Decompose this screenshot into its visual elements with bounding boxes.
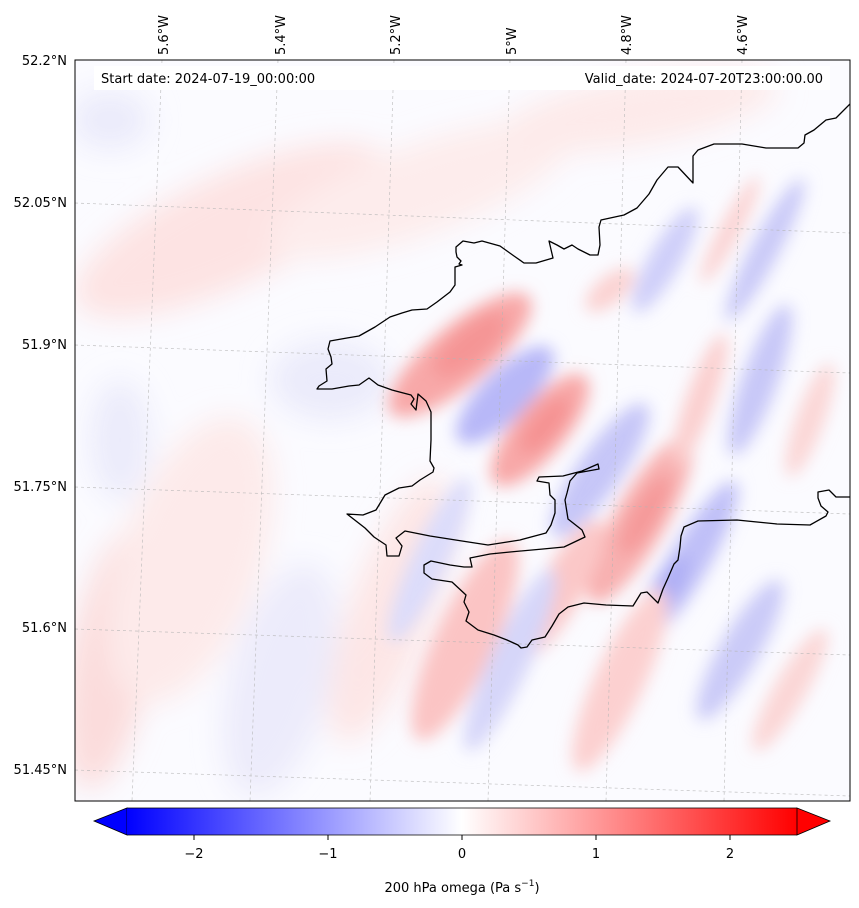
colorbar-gradient <box>127 808 797 835</box>
start-date-label: Start date: 2024-07-19_00:00:00 <box>101 72 315 87</box>
lon-label: 5.4°W <box>274 15 289 55</box>
colorbar-tick-label: 1 <box>592 847 600 862</box>
lon-label: 4.6°W <box>736 15 751 55</box>
lat-label: 51.6°N <box>22 621 67 636</box>
map-frame <box>74 59 851 802</box>
info-box-background <box>94 66 830 90</box>
omega-bands <box>388 176 835 772</box>
negative-band <box>456 346 554 444</box>
colorbar-low-extension <box>92 807 128 836</box>
longitude-labels: 5.6°W 5.4°W 5.2°W 5°W 4.8°W 4.6°W <box>157 15 751 55</box>
lon-label: 5.2°W <box>389 15 404 55</box>
info-box: Start date: 2024-07-19_00:00:00 Valid_da… <box>94 66 830 90</box>
colorbar-tick-label: 2 <box>726 847 734 862</box>
lat-label: 52.2°N <box>22 54 67 69</box>
valid-date-label: Valid_date: 2024-07-20T23:00:00.00 <box>585 72 823 87</box>
colorbar: −2 −1 0 1 2 200 hPa omega (Pa s−1) <box>92 807 832 896</box>
colorbar-tick-label: −2 <box>184 847 203 862</box>
lat-label: 51.45°N <box>14 763 67 778</box>
lat-label: 51.9°N <box>22 338 67 353</box>
colorbar-high-extension <box>796 807 832 836</box>
latitude-labels: 52.2°N 52.05°N 51.9°N 51.75°N 51.6°N 51.… <box>14 54 67 778</box>
colorbar-tick-labels: −2 −1 0 1 2 <box>184 847 734 862</box>
map-panel: Start date: 2024-07-19_00:00:00 Valid_da… <box>75 60 850 801</box>
colorbar-ticks <box>193 835 731 840</box>
coastline <box>316 103 850 649</box>
colorbar-tick-label: −1 <box>318 847 337 862</box>
colorbar-tick-label: 0 <box>458 847 466 862</box>
lon-label: 5°W <box>505 27 520 55</box>
lat-label: 52.05°N <box>14 196 67 211</box>
colorbar-label: 200 hPa omega (Pa s−1) <box>384 879 539 896</box>
gridlines <box>75 60 850 801</box>
meridian <box>131 60 163 801</box>
lon-label: 5.6°W <box>157 15 172 55</box>
lon-label: 4.8°W <box>620 15 635 55</box>
lat-label: 51.75°N <box>14 480 67 495</box>
coastline-north <box>316 103 850 649</box>
